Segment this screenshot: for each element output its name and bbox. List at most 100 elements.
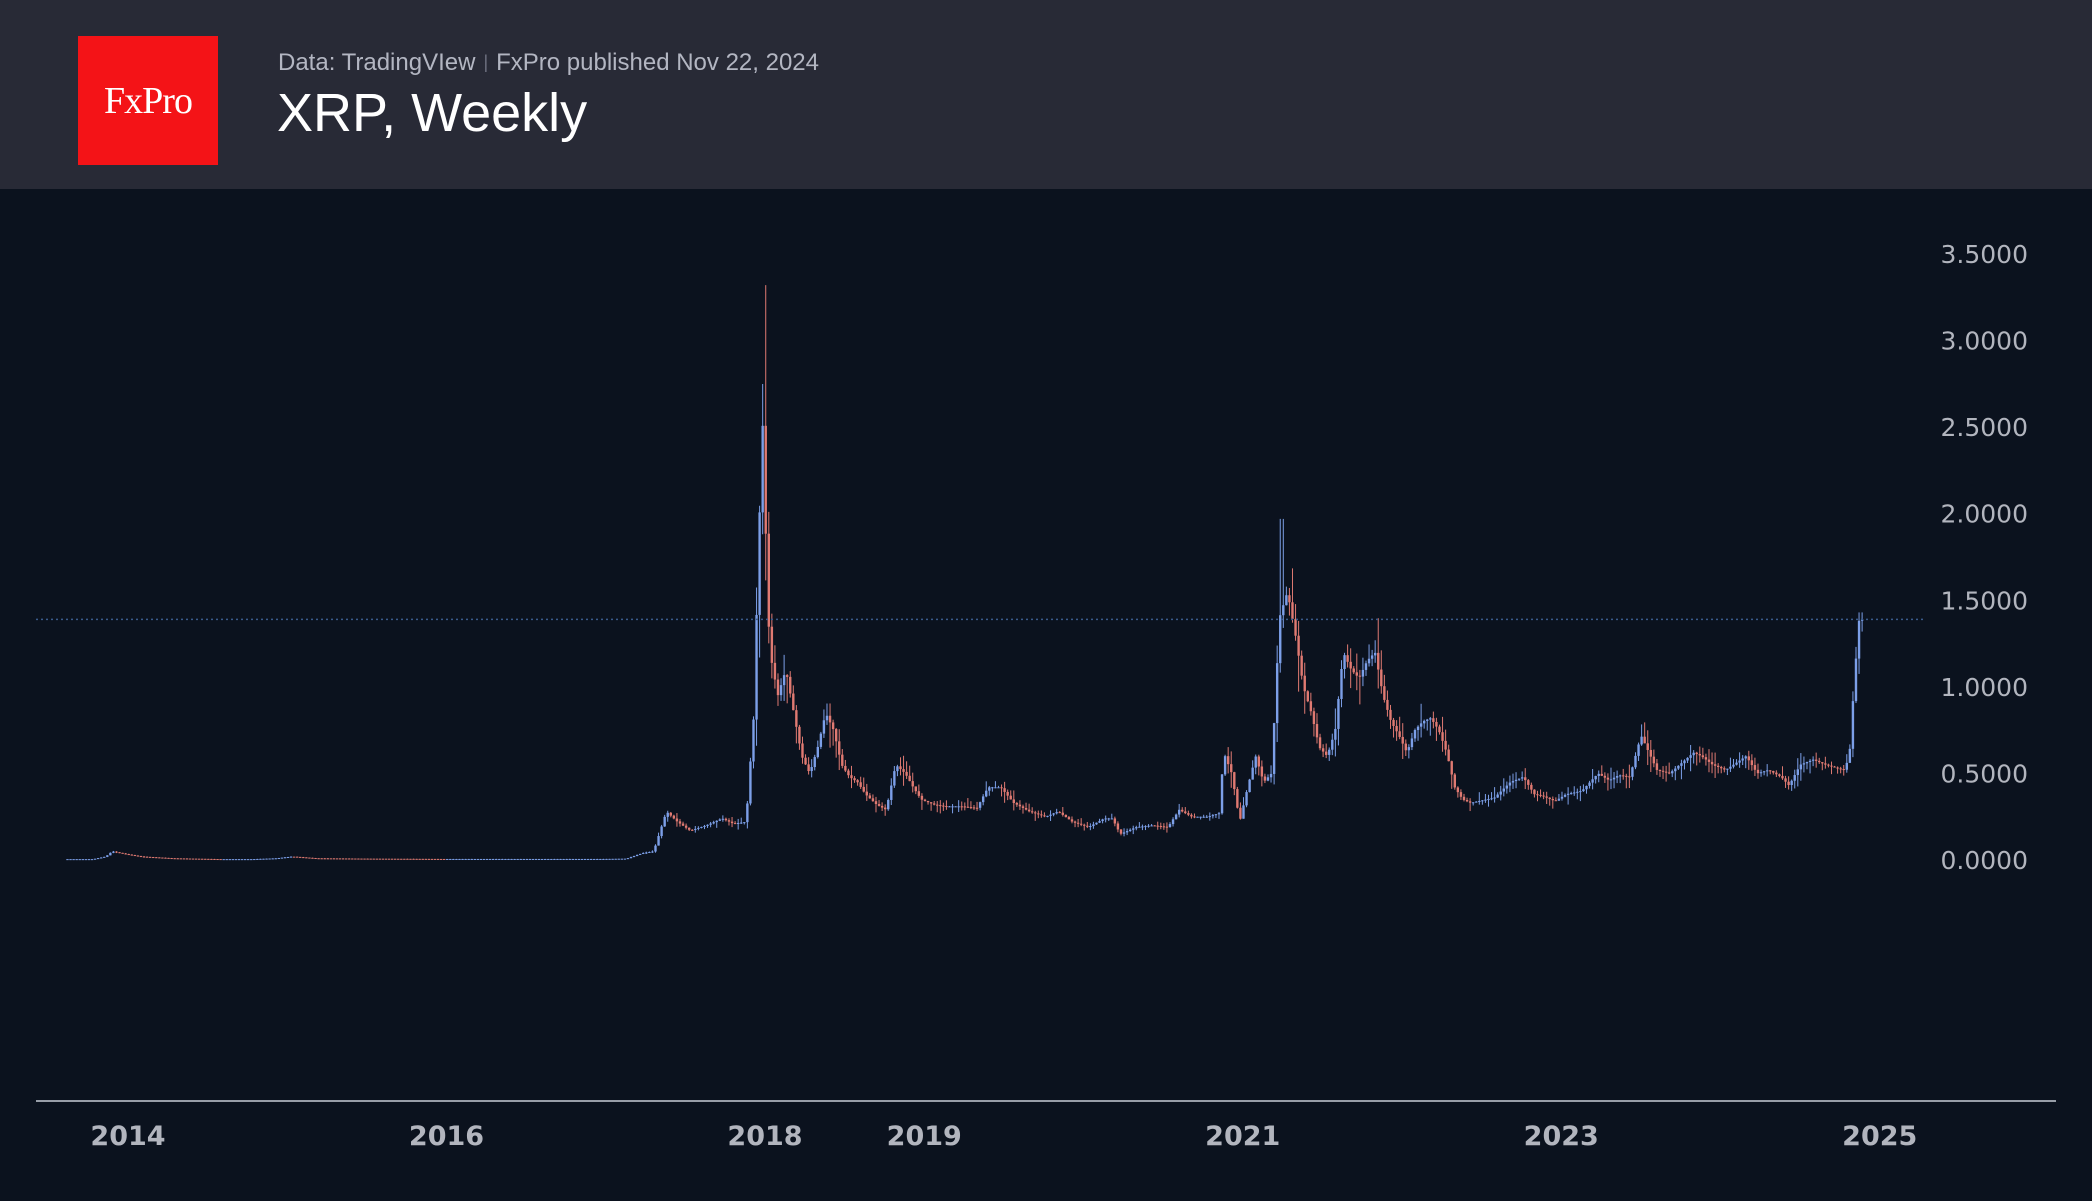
candle-body (951, 806, 954, 808)
candle-body (1156, 825, 1159, 827)
candle-body (642, 852, 645, 854)
candle-body (357, 858, 360, 860)
candle-body (905, 771, 908, 776)
candle-body (1067, 817, 1071, 820)
candle-body (1508, 782, 1512, 786)
candle-body (596, 858, 599, 860)
candle-body (1422, 720, 1426, 724)
candle-body (1220, 774, 1224, 814)
candle-body (1536, 794, 1539, 796)
candle-body (289, 856, 293, 858)
candle-body (727, 820, 731, 822)
candle-body (724, 818, 728, 821)
candle-body (1769, 770, 1772, 772)
candle-body (133, 855, 137, 857)
candle-body (1741, 758, 1744, 761)
candle-body (617, 858, 620, 860)
y-tick-label: 0.5000 (1941, 759, 2028, 788)
candle-body (792, 693, 795, 711)
candle-body (1591, 779, 1594, 783)
candle-body (1637, 744, 1640, 756)
candle-body (1373, 652, 1377, 656)
candle-body (1707, 759, 1711, 762)
candle-body (344, 858, 348, 860)
candle-body (372, 858, 375, 860)
candle-body (841, 754, 844, 766)
candle-body (1520, 777, 1524, 779)
candle-body (1723, 768, 1726, 770)
candle-body (1732, 764, 1735, 767)
candle-body (393, 858, 397, 860)
chart-header: FxPro Data: TradingVIew | FxPro published … (0, 0, 2092, 189)
candle-body (234, 859, 238, 861)
candle-body (152, 857, 155, 859)
candle-body (81, 859, 84, 861)
candle-body (939, 805, 942, 807)
candle-body (1661, 770, 1665, 772)
candle-body (1187, 813, 1190, 815)
candle-body (1171, 819, 1175, 825)
candle-body (1680, 763, 1683, 766)
candle-body (868, 795, 872, 799)
candle-body (568, 858, 571, 860)
logo-text: FxPro (104, 79, 193, 122)
candle-body (1533, 789, 1536, 795)
candle-body (1465, 799, 1469, 802)
x-tick-label: 2018 (727, 1121, 802, 1152)
candle-body (1851, 701, 1855, 749)
candle-body (1471, 802, 1475, 804)
candle-body (516, 858, 519, 860)
candle-body (917, 791, 921, 796)
candle-body (721, 818, 725, 820)
candle-body (978, 802, 982, 808)
candle-body (972, 807, 976, 809)
candle-body (1830, 765, 1833, 767)
candle-body (467, 858, 470, 860)
candle-body (118, 852, 121, 854)
candle-body (1796, 769, 1799, 776)
candle-body (975, 807, 979, 809)
candle-body (1177, 809, 1181, 815)
candle-body (994, 787, 997, 789)
candle-body (501, 858, 504, 860)
candle-body (473, 858, 476, 860)
candle-body (1683, 760, 1686, 764)
candle-body (292, 856, 296, 858)
candle-body (491, 858, 495, 860)
candle-body (1459, 792, 1463, 797)
candle-body (605, 858, 608, 860)
candle-body (1689, 755, 1692, 758)
x-tick-label: 2025 (1842, 1121, 1917, 1152)
candle-body (1404, 743, 1407, 751)
candle-body (213, 858, 216, 860)
candle-body (87, 859, 91, 861)
candle-body (1438, 726, 1441, 733)
candle-body (1827, 764, 1830, 766)
candle-body (1315, 724, 1319, 738)
candle-body (1138, 826, 1141, 828)
candle-body (1361, 669, 1365, 677)
candle-body (1447, 749, 1450, 762)
candle-body (1441, 732, 1444, 741)
candle-body (1860, 619, 1864, 621)
candle-body (182, 858, 186, 860)
candle-body (1842, 769, 1845, 771)
candle-body (1600, 773, 1603, 776)
candle-body (666, 812, 669, 817)
candle-body (660, 826, 663, 837)
candle-body (1468, 801, 1472, 803)
candle-body (1456, 787, 1460, 793)
candle-body (78, 859, 81, 861)
candle-body (210, 858, 213, 860)
candle-body (1517, 778, 1521, 780)
candle-body (326, 858, 329, 860)
candle-body (1588, 782, 1591, 786)
candle-body (1303, 675, 1306, 692)
candle-body (216, 859, 219, 861)
candle-body (256, 858, 259, 860)
candle-body (1667, 772, 1671, 774)
candle-body (412, 858, 415, 860)
candle-body (755, 614, 758, 720)
candle-body (191, 858, 195, 860)
candle-body (583, 858, 587, 860)
